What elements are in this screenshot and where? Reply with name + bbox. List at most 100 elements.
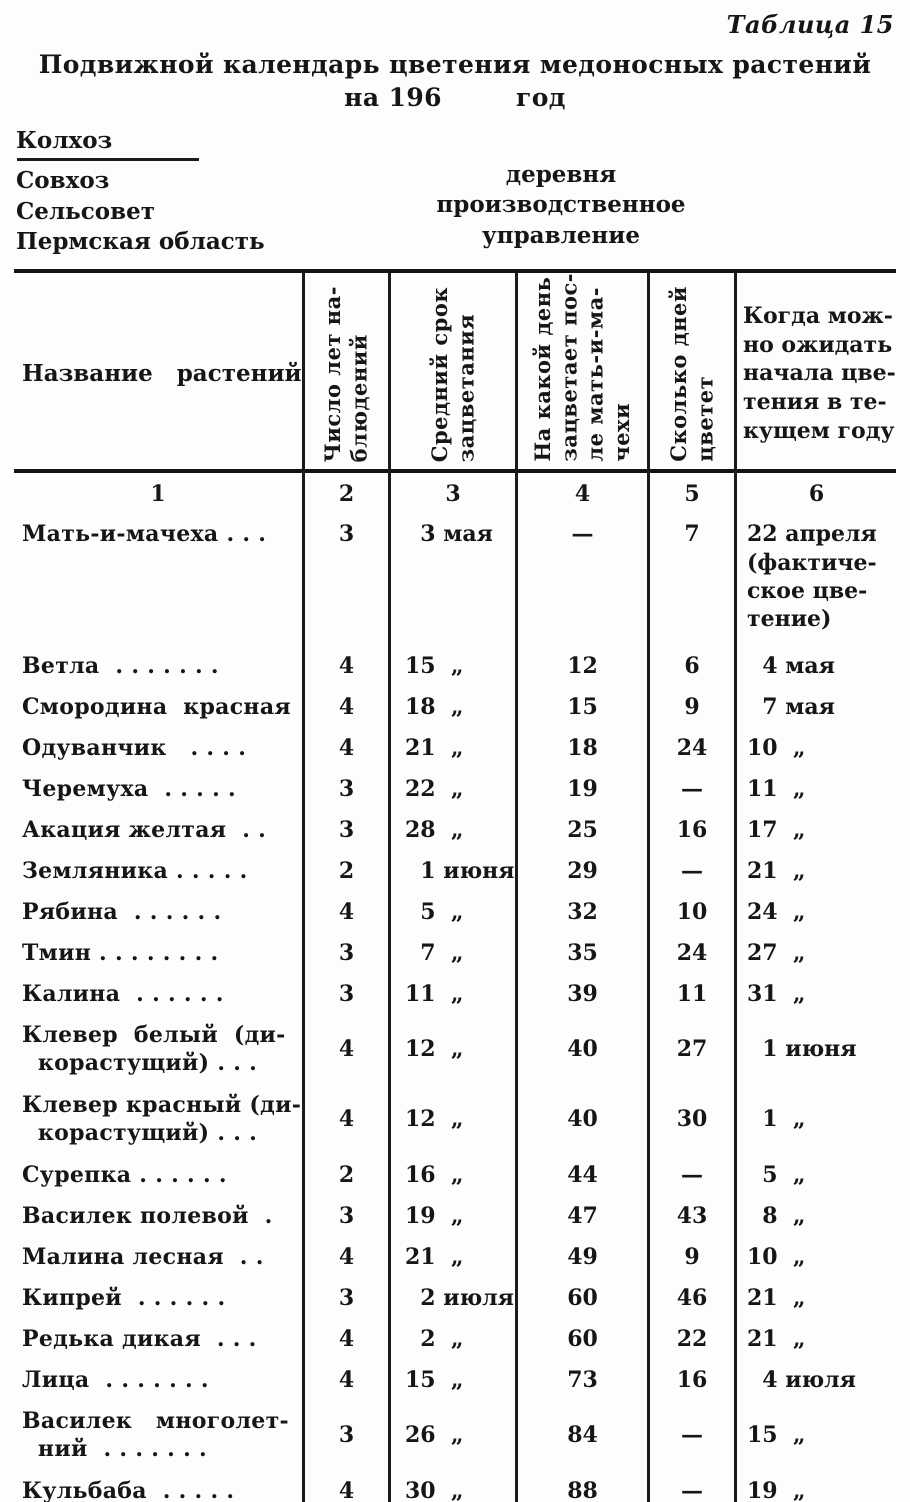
days-after-coltsfoot-cell: 40 xyxy=(518,1084,650,1155)
days-flowering-cell: 27 xyxy=(650,1014,737,1085)
days-flowering-cell: — xyxy=(650,768,737,810)
expected-start-cell: 1 июня xyxy=(747,1036,857,1063)
days-after-coltsfoot-cell: 29 xyxy=(518,850,650,892)
days-flowering-cell: 16 xyxy=(650,809,737,851)
expected-start-cell: 4 июля xyxy=(747,1366,856,1393)
table-row: Редька дикая . . . 4 2 „ 60 22 21 „ xyxy=(14,1318,896,1360)
average-date-cell: 22 „ xyxy=(391,768,518,810)
title-year-suffix: год xyxy=(515,82,566,112)
plant-name-cell: Василек полевой . xyxy=(14,1195,305,1237)
days-flowering-cell: 11 xyxy=(650,973,737,1015)
page-title: Подвижной календарь цветения медоносных … xyxy=(0,49,910,114)
table-row: Кульбаба . . . . . 4 30 „ 88 — 19 „ xyxy=(14,1470,896,1502)
title-year-prefix: на 196 xyxy=(344,82,442,112)
days-after-coltsfoot-cell: 88 xyxy=(518,1470,650,1502)
table-row: Сурепка . . . . . . 2 16 „ 44 — 5 „ xyxy=(14,1154,896,1196)
average-date-cell: 21 „ xyxy=(391,1236,518,1278)
days-after-coltsfoot-cell: 19 xyxy=(518,768,650,810)
expected-start-cell: 22 апреля (фактиче- ское цве- тение) xyxy=(747,521,877,632)
plant-name-cell: Ветла . . . . . . . xyxy=(14,645,305,687)
header-expected-start: Когда мож- но ожидать начала цве- тения … xyxy=(737,273,896,474)
days-flowering-cell: 7 xyxy=(650,515,737,646)
info-region: Пермская область xyxy=(16,228,265,256)
table-row: Тмин . . . . . . . . 3 7 „ 35 24 27 „ xyxy=(14,932,896,974)
days-after-coltsfoot-cell: 47 xyxy=(518,1195,650,1237)
years-observed-cell: 3 xyxy=(305,515,391,646)
column-numbers-row: 1 2 3 4 5 6 xyxy=(14,473,896,516)
years-observed-cell: 3 xyxy=(305,768,391,810)
years-observed-cell: 3 xyxy=(305,1195,391,1237)
days-after-coltsfoot-cell: 73 xyxy=(518,1359,650,1401)
years-observed-cell: 4 xyxy=(305,1318,391,1360)
expected-start-cell: 27 „ xyxy=(747,939,806,966)
plant-name-cell: Рябина . . . . . . xyxy=(14,891,305,933)
average-date-cell: 26 „ xyxy=(391,1400,518,1471)
years-observed-cell: 2 xyxy=(305,850,391,892)
plant-name-cell: Земляника . . . . . xyxy=(14,850,305,892)
header-years-observed-label: Число лет на- блюдений xyxy=(320,285,372,463)
plant-name-cell: Лица . . . . . . . xyxy=(14,1359,305,1401)
flowering-calendar-table: Название растений Число лет на- блюдений… xyxy=(14,269,896,1502)
info-production: производственное xyxy=(436,191,686,219)
plant-name-cell: Редька дикая . . . xyxy=(14,1318,305,1360)
table-row: Василек многолет- ний . . . . . . . 3 26… xyxy=(14,1400,896,1471)
days-after-coltsfoot-cell: 40 xyxy=(518,1014,650,1085)
column-number-6: 6 xyxy=(808,481,825,508)
header-years-observed: Число лет на- блюдений xyxy=(305,273,391,475)
table-row: Ветла . . . . . . . 4 15 „ 12 6 4 мая xyxy=(14,645,896,687)
table-row: Земляника . . . . . 2 1 июня 29 — 21 „ xyxy=(14,850,896,892)
average-date-cell: 2 „ xyxy=(391,1318,518,1360)
expected-start-cell: 7 мая xyxy=(747,693,835,720)
days-after-coltsfoot-cell: 44 xyxy=(518,1154,650,1196)
days-after-coltsfoot-cell: 25 xyxy=(518,809,650,851)
table-row: Черемуха . . . . . 3 22 „ 19 — 11 „ xyxy=(14,768,896,810)
header-average-date-label: Средний срок зацветания xyxy=(426,286,478,463)
column-number-5: 5 xyxy=(650,473,737,516)
expected-start-cell: 5 „ xyxy=(747,1161,806,1188)
table-row: Мать-и-мачеха . . . 3 3 мая — 7 22 апрел… xyxy=(14,515,896,646)
days-after-coltsfoot-cell: 15 xyxy=(518,686,650,728)
header-average-date: Средний срок зацветания xyxy=(391,273,518,475)
average-date-cell: 11 „ xyxy=(391,973,518,1015)
info-kolkhoz: Колхоз xyxy=(16,127,113,154)
table-row: Акация желтая . . 3 28 „ 25 16 17 „ xyxy=(14,809,896,851)
header-plant-name-label: Название растений xyxy=(22,360,302,388)
days-flowering-cell: 43 xyxy=(650,1195,737,1237)
average-date-cell: 21 „ xyxy=(391,727,518,769)
days-flowering-cell: — xyxy=(650,850,737,892)
table-row: Лица . . . . . . . 4 15 „ 73 16 4 июля xyxy=(14,1359,896,1401)
kolkhoz-fill-in-line xyxy=(17,158,199,162)
days-flowering-cell: 22 xyxy=(650,1318,737,1360)
title-line2: на 196 год xyxy=(0,82,910,115)
average-date-cell: 7 „ xyxy=(391,932,518,974)
years-observed-cell: 4 xyxy=(305,1236,391,1278)
average-date-cell: 3 мая xyxy=(391,515,518,646)
expected-start-cell: 10 „ xyxy=(747,1243,806,1270)
expected-start-cell: 21 „ xyxy=(747,857,806,884)
plant-name-cell: Василек многолет- ний . . . . . . . xyxy=(14,1400,305,1471)
average-date-cell: 16 „ xyxy=(391,1154,518,1196)
days-after-coltsfoot-cell: 60 xyxy=(518,1318,650,1360)
days-after-coltsfoot-cell: 60 xyxy=(518,1277,650,1319)
column-number-4: 4 xyxy=(518,473,650,516)
days-after-coltsfoot-cell: 32 xyxy=(518,891,650,933)
plant-name-cell: Клевер белый (ди- корастущий) . . . xyxy=(14,1014,305,1085)
average-date-cell: 12 „ xyxy=(391,1014,518,1085)
expected-start-cell: 17 „ xyxy=(747,816,806,843)
expected-start-cell: 15 „ xyxy=(747,1422,806,1449)
plant-name-cell: Кипрей . . . . . . xyxy=(14,1277,305,1319)
days-after-coltsfoot-cell: 35 xyxy=(518,932,650,974)
average-date-cell: 1 июня xyxy=(391,850,518,892)
table-row: Одуванчик . . . . 4 21 „ 18 24 10 „ xyxy=(14,727,896,769)
years-observed-cell: 4 xyxy=(305,1084,391,1155)
header-days-flowering-label: Сколько дней цветет xyxy=(665,286,717,463)
title-line1: Подвижной календарь цветения медоносных … xyxy=(38,50,872,79)
years-observed-cell: 4 xyxy=(305,1359,391,1401)
header-days-after-coltsfoot: На какой день зацветает пос- ле мать-и-м… xyxy=(518,273,650,475)
plant-name-cell: Акация желтая . . xyxy=(14,809,305,851)
years-observed-cell: 4 xyxy=(305,891,391,933)
plant-name-cell: Смородина красная xyxy=(14,686,305,728)
years-observed-cell: 4 xyxy=(305,1470,391,1502)
years-observed-cell: 2 xyxy=(305,1154,391,1196)
years-observed-cell: 3 xyxy=(305,1400,391,1471)
